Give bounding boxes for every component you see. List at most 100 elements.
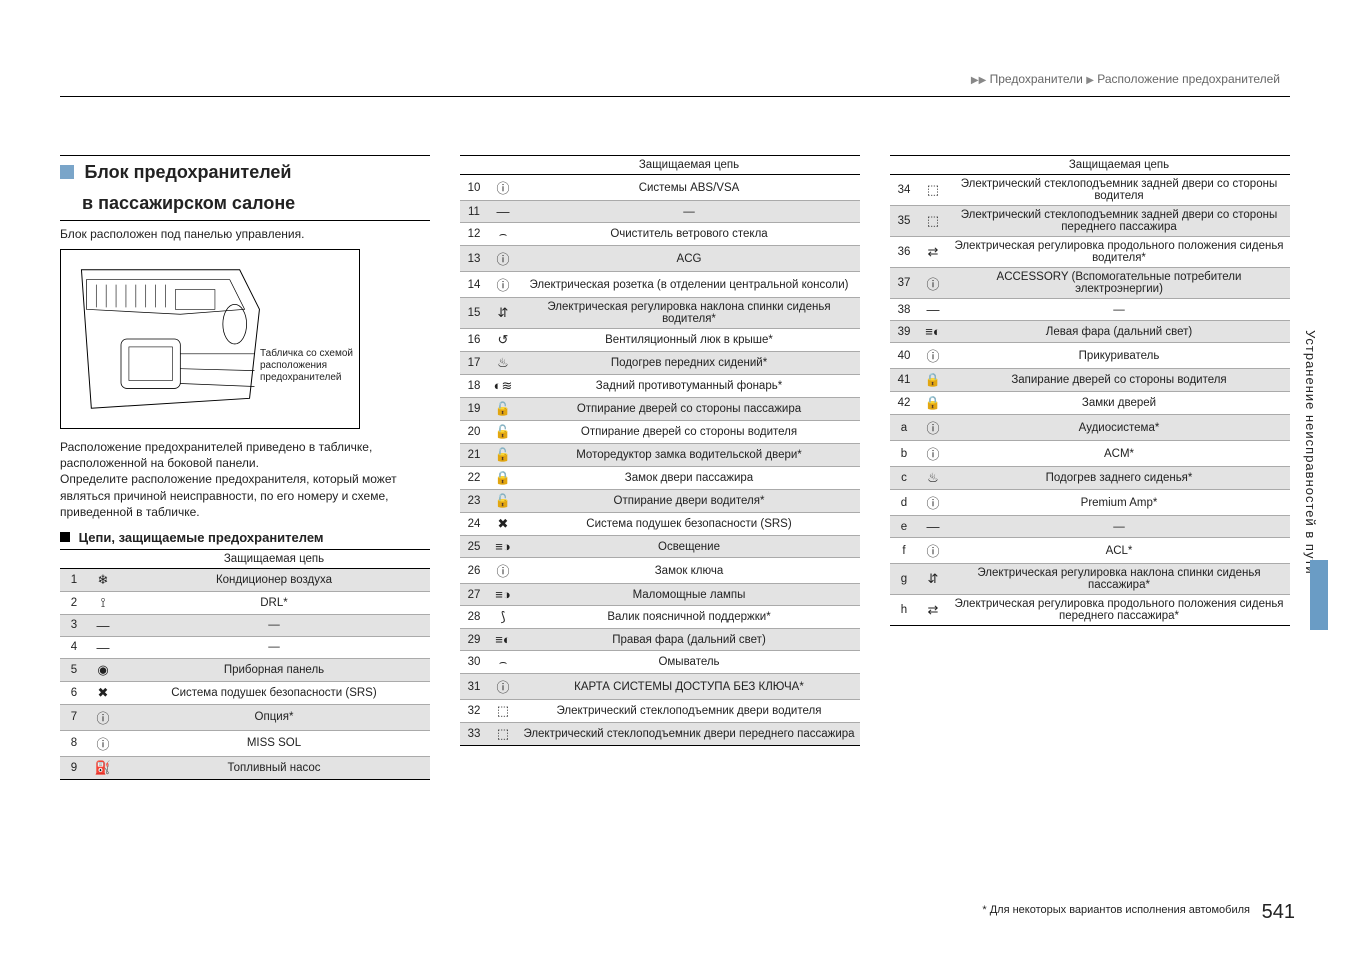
table-row: 23🔓Отпирание двери водителя* <box>460 490 860 513</box>
table-row: 17♨Подогрев передних сидений* <box>460 352 860 375</box>
row-icon: 🔓 <box>488 421 518 444</box>
diagram-label: Табличка со схемой расположения предохра… <box>260 348 353 384</box>
table-row: 32⬚Электрический стеклоподъемник двери в… <box>460 700 860 723</box>
row-number: 11 <box>460 201 488 223</box>
row-desc: Электрическая регулировка наклона спинки… <box>948 564 1290 595</box>
paragraph: Расположение предохранителей приведено в… <box>60 439 430 520</box>
row-desc: Подогрев передних сидений* <box>518 352 860 375</box>
row-icon: ⓘ <box>918 490 948 516</box>
row-number: g <box>890 564 918 595</box>
table-row: 3—— <box>60 614 430 636</box>
table-row: 20🔓Отпирание дверей со стороны водителя <box>460 421 860 444</box>
row-icon: ↺ <box>488 329 518 352</box>
row-icon: ⟟ <box>88 591 118 614</box>
row-icon: — <box>88 614 118 636</box>
row-number: 29 <box>460 629 488 651</box>
row-number: 23 <box>460 490 488 513</box>
row-icon: ⓘ <box>918 343 948 369</box>
row-icon: 🔒 <box>918 392 948 415</box>
row-number: 8 <box>60 730 88 756</box>
row-desc: Замок двери пассажира <box>518 467 860 490</box>
row-desc: Левая фара (дальний свет) <box>948 321 1290 343</box>
row-desc: ACCESSORY (Вспомогательные потребители э… <box>948 268 1290 299</box>
table-row: fⓘACL* <box>890 538 1290 564</box>
page-number: 541 <box>1262 901 1295 924</box>
row-icon: 🔓 <box>488 398 518 421</box>
row-number: 2 <box>60 591 88 614</box>
row-desc: Омыватель <box>518 651 860 674</box>
row-number: 20 <box>460 421 488 444</box>
row-desc: Подогрев заднего сиденья* <box>948 467 1290 490</box>
row-number: 3 <box>60 614 88 636</box>
row-desc: Электрическая розетка (в отделении центр… <box>518 272 860 298</box>
breadcrumb-a: Предохранители <box>990 72 1083 86</box>
row-desc: Отпирание дверей со стороны пассажира <box>518 398 860 421</box>
row-number: b <box>890 441 918 467</box>
table-row: 6✖Система подушек безопасности (SRS) <box>60 681 430 704</box>
row-desc: MISS SOL <box>118 730 430 756</box>
row-number: f <box>890 538 918 564</box>
row-desc: Premium Amp* <box>948 490 1290 516</box>
table-row: 33⬚Электрический стеклоподъемник двери п… <box>460 723 860 746</box>
row-desc: Топливный насос <box>118 756 430 779</box>
row-desc: Электрическая регулировка наклона спинки… <box>518 298 860 329</box>
row-number: 27 <box>460 584 488 606</box>
table-row: h⇄Электрическая регулировка продольного … <box>890 595 1290 626</box>
row-desc: — <box>948 516 1290 538</box>
row-number: 40 <box>890 343 918 369</box>
fuse-table-2: Защищаемая цепь 10ⓘСистемы ABS/VSA11——12… <box>460 155 860 746</box>
table-row: 18◐≋Задний противотуманный фонарь* <box>460 375 860 398</box>
row-icon: ⌢ <box>488 223 518 246</box>
row-desc: Аудиосистема* <box>948 415 1290 441</box>
heading-line1: Блок предохранителей <box>84 162 291 182</box>
section-heading: Блок предохранителей <box>60 155 430 187</box>
row-number: 28 <box>460 606 488 629</box>
breadcrumb-b: Расположение предохранителей <box>1097 72 1280 86</box>
table-row: 35⬚Электрический стеклоподъемник задней … <box>890 206 1290 237</box>
row-number: 16 <box>460 329 488 352</box>
table-row: 24✖Система подушек безопасности (SRS) <box>460 513 860 536</box>
row-icon: ⛽ <box>88 756 118 779</box>
row-desc: DRL* <box>118 591 430 614</box>
square-bullet-icon <box>60 532 70 542</box>
row-number: h <box>890 595 918 626</box>
square-bullet-icon <box>60 165 74 179</box>
row-icon: ✖ <box>88 681 118 704</box>
table-row: 2⟟DRL* <box>60 591 430 614</box>
row-icon: ⬚ <box>488 723 518 746</box>
row-desc: Замки дверей <box>948 392 1290 415</box>
row-desc: Электрическая регулировка продольного по… <box>948 595 1290 626</box>
row-icon: ⬚ <box>918 206 948 237</box>
table-row: 41🔒Запирание дверей со стороны водителя <box>890 369 1290 392</box>
table-row: c♨Подогрев заднего сиденья* <box>890 467 1290 490</box>
row-number: 1 <box>60 568 88 591</box>
row-number: 4 <box>60 636 88 658</box>
row-icon: ⟆ <box>488 606 518 629</box>
row-icon: ⇵ <box>488 298 518 329</box>
row-desc: Маломощные лампы <box>518 584 860 606</box>
intro-text: Блок расположен под панелью управления. <box>60 227 430 241</box>
row-desc: Электрическая регулировка продольного по… <box>948 237 1290 268</box>
row-icon: ♨ <box>918 467 948 490</box>
table-row: 26ⓘЗамок ключа <box>460 558 860 584</box>
table-row: 42🔒Замки дверей <box>890 392 1290 415</box>
table-row: dⓘPremium Amp* <box>890 490 1290 516</box>
row-desc: Электрический стеклоподъемник задней две… <box>948 175 1290 206</box>
row-desc: — <box>118 614 430 636</box>
row-icon: ⓘ <box>918 441 948 467</box>
row-icon: ⓘ <box>488 246 518 272</box>
row-icon: ⓘ <box>88 730 118 756</box>
table-row: 10ⓘСистемы ABS/VSA <box>460 175 860 201</box>
fuse-table-3: Защищаемая цепь 34⬚Электрический стеклоп… <box>890 155 1290 626</box>
row-desc: Замок ключа <box>518 558 860 584</box>
row-number: 33 <box>460 723 488 746</box>
row-desc: Электрический стеклоподъемник задней две… <box>948 206 1290 237</box>
row-number: 12 <box>460 223 488 246</box>
row-icon: ⓘ <box>88 704 118 730</box>
row-desc: Правая фара (дальний свет) <box>518 629 860 651</box>
row-desc: Опция* <box>118 704 430 730</box>
table-row: 40ⓘПрикуриватель <box>890 343 1290 369</box>
row-number: 21 <box>460 444 488 467</box>
row-number: 38 <box>890 299 918 321</box>
table-row: 13ⓘACG <box>460 246 860 272</box>
